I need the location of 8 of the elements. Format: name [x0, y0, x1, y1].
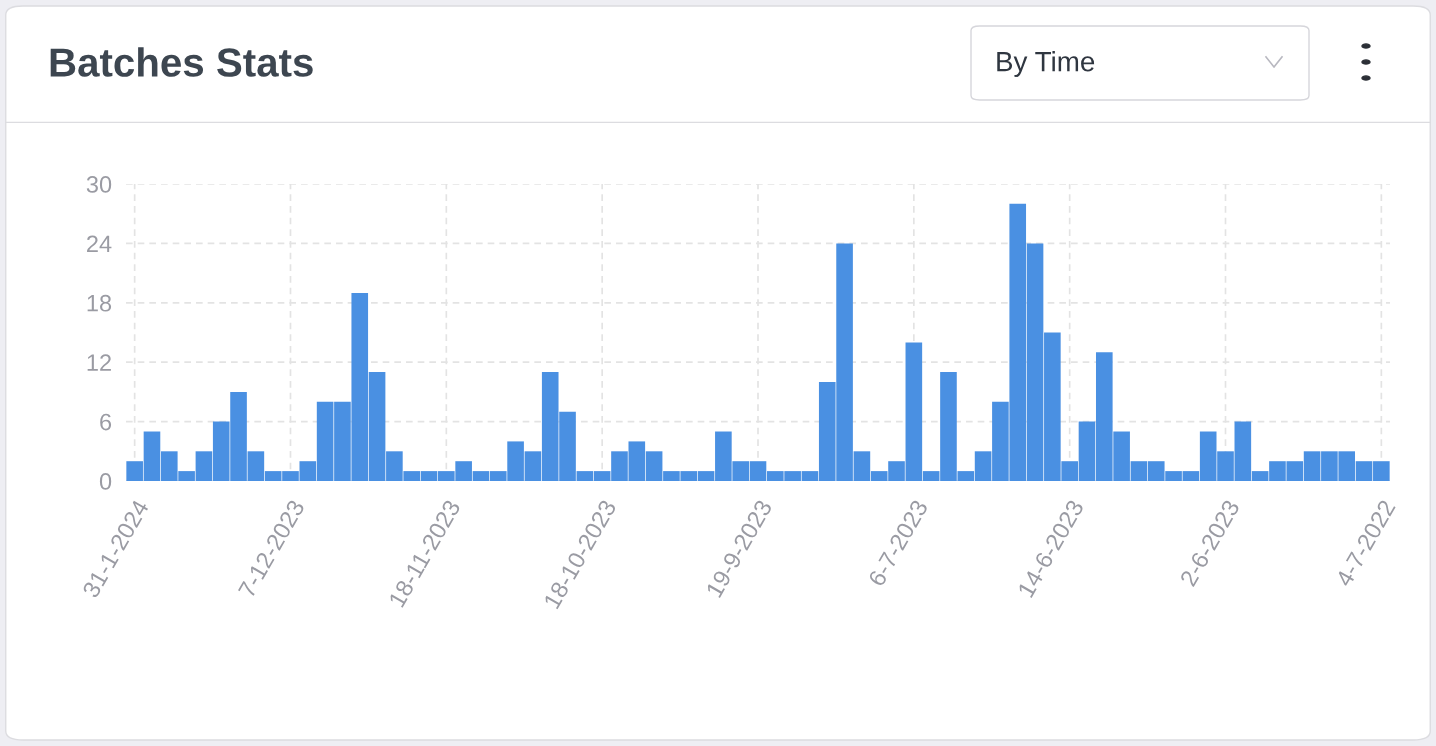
y-tick-label: 0: [99, 473, 112, 490]
y-tick-label: 24: [87, 235, 112, 252]
text: By Time: [997, 51, 1095, 77]
chart-title: Batches Stats: [50, 47, 313, 77]
y-tick-label: 30: [86, 176, 112, 193]
y-tick-label: 18: [87, 294, 112, 312]
y-tick-label: 6: [100, 413, 112, 431]
y-tick-label: 12: [87, 354, 111, 371]
